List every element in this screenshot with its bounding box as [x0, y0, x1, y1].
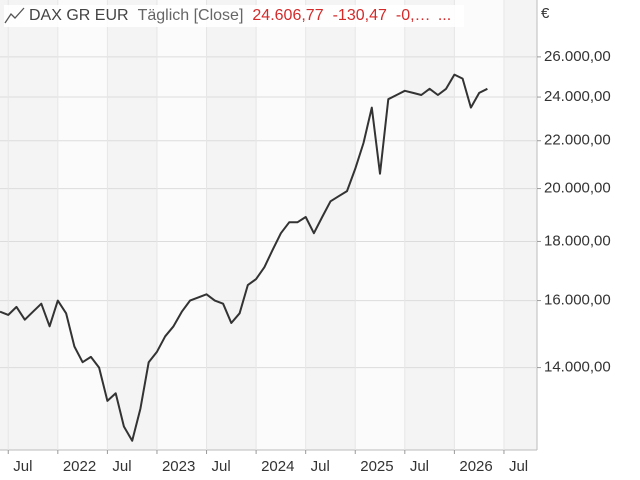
y-tick-label: 18.000,00: [544, 232, 611, 249]
x-tick-label: 2023: [162, 458, 195, 475]
change-percent: -0,53%: [395, 7, 438, 24]
y-tick-label: 14.000,00: [544, 359, 611, 376]
chart-header: DAX GR EUR Täglich [Close] 24.606,77 -13…: [4, 5, 465, 27]
change: -130,47: [332, 7, 387, 24]
plot-background: [0, 0, 538, 451]
y-tick-label: 26.000,00: [544, 48, 611, 65]
x-tick-label: Jul: [212, 458, 231, 475]
plot-band: [454, 0, 504, 450]
x-tick-label: Jul: [13, 458, 32, 475]
y-axis-unit: €: [541, 5, 550, 22]
x-tick-label: 2025: [360, 458, 393, 475]
y-tick-label: 24.000,00: [544, 88, 611, 105]
price-line: [0, 73, 488, 442]
x-tick-label: Jul: [112, 458, 131, 475]
y-tick-label: 20.000,00: [544, 180, 611, 197]
series-name: DAX GR EUR: [29, 7, 129, 24]
x-tick-label: 2026: [459, 458, 492, 475]
plot-layer: 14.000,00 16.000,00 18.000,00 20.000,00 22.0…: [0, 0, 611, 475]
last-price: 24.606,77: [252, 7, 324, 24]
x-tick-label: 2024: [261, 458, 294, 475]
subtitle: Täglich [Close]: [137, 7, 244, 24]
y-tick-label: 16.000,00: [544, 292, 611, 309]
x-tick-label: Jul: [509, 458, 528, 475]
x-tick-label: 2022: [63, 458, 96, 475]
plot-band: [156, 0, 207, 450]
x-tick-label: Jul: [410, 458, 429, 475]
ellipsis: ...: [437, 7, 452, 24]
line-icon: [4, 7, 25, 24]
plot-band: [256, 0, 306, 450]
x-tick-label: Jul: [311, 458, 330, 475]
plot-band: [57, 0, 108, 450]
plot-band: [355, 0, 405, 450]
y-tick-label: 22.000,00: [544, 132, 611, 149]
